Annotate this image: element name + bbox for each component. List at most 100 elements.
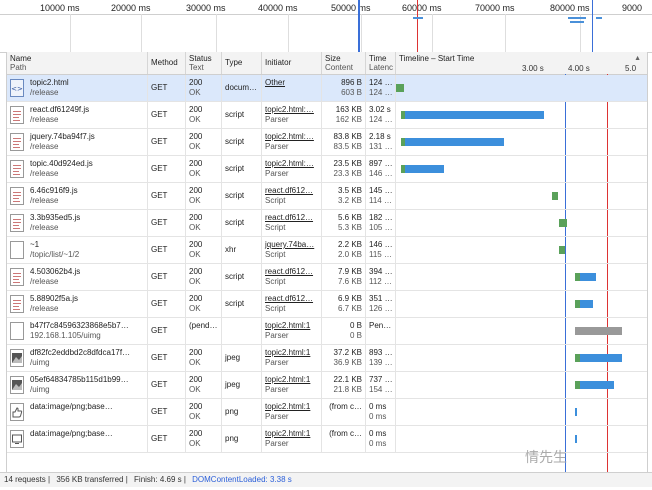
waterfall-bar-wait (559, 246, 566, 254)
request-row[interactable]: <> topic2.html/release GET 200 OK docum… Other… (7, 75, 647, 102)
overview-timeline[interactable]: 10000 ms 20000 ms 30000 ms 40000 ms 50000 ms… (0, 0, 652, 53)
col-time-header[interactable]: Time Latenc (366, 52, 396, 74)
col-method-header[interactable]: Method (148, 52, 186, 74)
request-initiator-cell[interactable]: topic2.html:1 Parser (262, 345, 322, 371)
request-row[interactable]: 6.46c916f9.js/release GET 200 OK script react… (7, 183, 647, 210)
request-row[interactable]: 3.3b935ed5.js/release GET 200 OK script react… (7, 210, 647, 237)
waterfall-bar-wait (575, 300, 581, 308)
overview-ruler (0, 14, 652, 15)
request-initiator-cell[interactable]: react.df612… Script (262, 210, 322, 236)
request-path: /topic/list/~1/2 (30, 250, 80, 259)
request-type: script (225, 164, 245, 173)
waterfall-bar-wait (401, 111, 405, 119)
request-latency: 131 … (369, 142, 393, 151)
request-time: 0 ms (369, 402, 387, 411)
request-initiator-cell[interactable]: jquery.74ba… Script (262, 237, 322, 263)
request-type-cell: xhr (222, 237, 262, 263)
col-size-header[interactable]: Size Content (322, 52, 366, 74)
request-row[interactable]: data:image/png;base… GET 200 OK png topic2.ht… (7, 426, 647, 453)
request-name-cell[interactable]: react.df61249f.js/release (7, 102, 148, 128)
request-name-cell[interactable]: jquery.74ba94f7.js/release (7, 129, 148, 155)
request-name-cell[interactable]: topic.40d924ed.js/release (7, 156, 148, 182)
request-initiator-cell[interactable]: topic2.html:1 Parser (262, 318, 322, 344)
request-initiator-cell[interactable]: react.df612… Script (262, 264, 322, 290)
request-size: 23.5 KB (333, 159, 362, 168)
request-row[interactable]: topic.40d924ed.js/release GET 200 OK script t… (7, 156, 647, 183)
col-initiator-header[interactable]: Initiator (262, 52, 322, 74)
request-initiator-cell[interactable]: topic2.html:… Parser (262, 156, 322, 182)
request-initiator-cell[interactable]: topic2.html:1 Parser (262, 399, 322, 425)
request-row[interactable]: df82fc2eddbd2c8dfdca17f…/uimg GET 200 OK jpe… (7, 345, 647, 372)
request-initiator-cell[interactable]: topic2.html:… Parser (262, 102, 322, 128)
request-initiator-cell[interactable]: topic2.html:… Parser (262, 129, 322, 155)
request-type: script (225, 191, 245, 200)
request-latency: 105 … (369, 223, 393, 232)
request-initiator2: Parser (265, 385, 289, 394)
request-row[interactable]: data:image/png;base… GET 200 OK png topic2.ht… (7, 399, 647, 426)
request-initiator-cell[interactable]: react.df612… Script (262, 291, 322, 317)
request-initiator-cell[interactable]: topic2.html:1 Parser (262, 426, 322, 452)
request-path: /release (30, 88, 59, 97)
request-method: GET (151, 326, 168, 335)
request-name-cell[interactable]: 05ef64834785b115d1b99…/uimg (7, 372, 148, 398)
request-time: 146 … (369, 240, 393, 249)
waterfall-bar-recv (580, 381, 615, 389)
request-name: 6.46c916f9.js (30, 186, 78, 195)
request-name-cell[interactable]: 6.46c916f9.js/release (7, 183, 148, 209)
request-status: 200 (189, 294, 203, 303)
monitor-image-icon (10, 430, 24, 448)
request-type: png (225, 434, 239, 443)
html-file-icon: <> (10, 79, 24, 97)
request-initiator-cell[interactable]: react.df612… Script (262, 183, 322, 209)
request-content: 5.3 KB (337, 223, 362, 232)
request-path: /release (30, 277, 59, 286)
request-waterfall (396, 210, 647, 236)
request-row[interactable]: ~1/topic/list/~1/2 GET 200 OK xhr jquery.74ba… (7, 237, 647, 264)
waterfall-bar-recv (580, 354, 622, 362)
col-type-header[interactable]: Type (222, 52, 262, 74)
request-type: jpeg (225, 353, 241, 362)
request-type-cell: jpeg (222, 345, 262, 371)
request-time: 351 … (369, 294, 393, 303)
script-file-icon (10, 187, 24, 205)
request-row[interactable]: 4.503062b4.js/release GET 200 OK script react… (7, 264, 647, 291)
request-time: 124 … (369, 78, 393, 87)
sort-ascending-icon[interactable]: ▲ (634, 55, 641, 62)
request-time: 893 … (369, 348, 393, 357)
request-method: GET (151, 434, 168, 443)
request-name-cell[interactable]: data:image/png;base… (7, 399, 148, 425)
waterfall-bar-wait (551, 192, 558, 200)
request-status: 200 (189, 402, 203, 411)
request-row[interactable]: jquery.74ba94f7.js/release GET 200 OK script… (7, 129, 647, 156)
request-time: 737 … (369, 375, 393, 384)
col-name-header[interactable]: Name Path (7, 52, 148, 74)
request-initiator-cell[interactable]: topic2.html:1 Parser (262, 372, 322, 398)
table-header: Name Path Method Status Text Type Initiato… (7, 52, 647, 75)
request-initiator2: Script (265, 250, 286, 259)
request-name-cell[interactable]: ~1/topic/list/~1/2 (7, 237, 148, 263)
request-name-cell[interactable]: 4.503062b4.js/release (7, 264, 148, 290)
request-name-cell[interactable]: df82fc2eddbd2c8dfdca17f…/uimg (7, 345, 148, 371)
request-initiator-cell[interactable]: Other (262, 75, 322, 101)
request-initiator: topic2.html:1 (265, 375, 311, 384)
request-status-cell: 200 OK (186, 426, 222, 452)
request-initiator: topic2.html:… (265, 105, 314, 114)
request-name-cell[interactable]: 5.88902f5a.js/release (7, 291, 148, 317)
request-status-cell: 200 OK (186, 237, 222, 263)
request-waterfall (396, 345, 647, 371)
request-method-cell: GET (148, 183, 186, 209)
request-waterfall (396, 102, 647, 128)
request-row[interactable]: 05ef64834785b115d1b99…/uimg GET 200 OK jpeg t… (7, 372, 647, 399)
request-row[interactable]: react.df61249f.js/release GET 200 OK script t… (7, 102, 647, 129)
wechat-watermark-text: 情先生 (525, 449, 567, 465)
request-status: 200 (189, 429, 203, 438)
request-latency: 146 … (369, 169, 393, 178)
request-name-cell[interactable]: <> topic2.html/release (7, 75, 148, 101)
request-row[interactable]: 5.88902f5a.js/release GET 200 OK script react… (7, 291, 647, 318)
request-name-cell[interactable]: b47f7c84596323868e5b7… 192.168.1.105/uimg (7, 318, 148, 344)
col-timeline-header[interactable]: Timeline – Start Time ▲ 3.00 s 4.00 s 5.… (396, 52, 647, 74)
request-name-cell[interactable]: data:image/png;base… (7, 426, 148, 452)
request-row[interactable]: b47f7c84596323868e5b7… 192.168.1.105/uimg… (7, 318, 647, 345)
request-name-cell[interactable]: 3.3b935ed5.js/release (7, 210, 148, 236)
col-status-header[interactable]: Status Text (186, 52, 222, 74)
